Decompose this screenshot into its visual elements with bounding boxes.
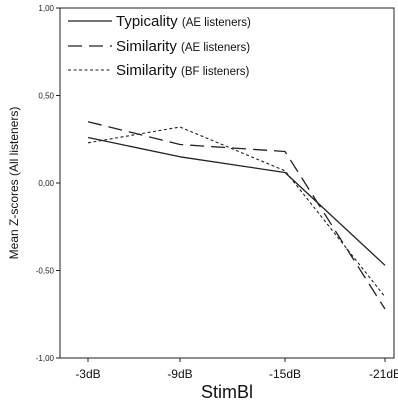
- series-line-1: [87, 136, 386, 266]
- y-tick-label: 0,50: [38, 92, 54, 101]
- x-axis: -3dB -9dB -15dB -21dB: [75, 358, 398, 381]
- x-axis-title: StimBl: [201, 382, 253, 402]
- legend-label: Typicality (AE listeners): [116, 13, 251, 30]
- legend-label: Similarity (AE listeners): [116, 38, 250, 55]
- legend: Typicality (AE listeners) Similarity (AE …: [68, 13, 251, 79]
- series-line-2: [87, 121, 386, 310]
- y-tick-label: -0,50: [36, 267, 55, 276]
- x-tick-label: -21dB: [369, 367, 398, 381]
- plot-area: [59, 7, 395, 359]
- series-layer: [87, 121, 386, 310]
- y-tick-label: 0,00: [38, 179, 54, 188]
- y-axis: -1,00 -0,50 0,00 0,50 1,00: [36, 4, 60, 363]
- y-tick-label: 1,00: [38, 4, 54, 13]
- y-tick-label: -1,00: [36, 354, 55, 363]
- y-axis-title: Mean Z-scores (All listeners): [7, 107, 21, 260]
- series-line-3: [87, 126, 386, 298]
- x-tick-label: -15dB: [269, 367, 301, 381]
- x-tick-label: -9dB: [167, 367, 192, 381]
- legend-label: Similarity (BF listeners): [116, 62, 250, 79]
- x-tick-label: -3dB: [75, 367, 100, 381]
